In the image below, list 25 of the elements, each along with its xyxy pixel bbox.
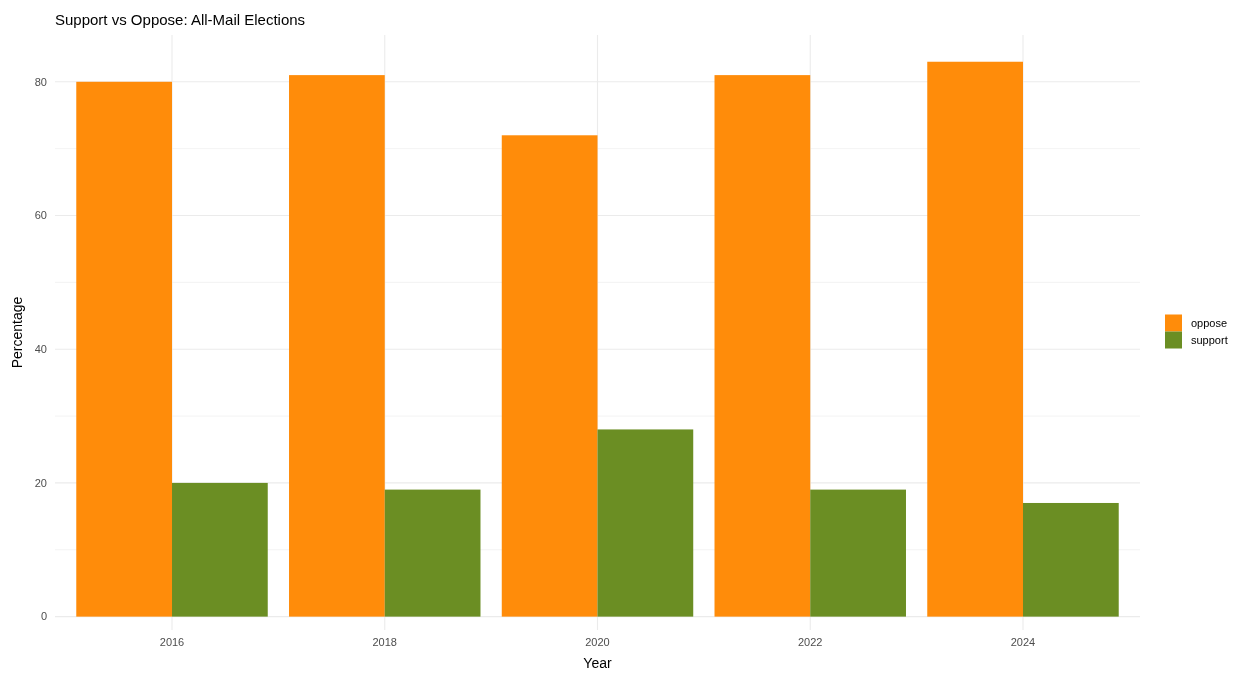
- bar: [501, 135, 598, 617]
- bar: [927, 61, 1023, 617]
- bar: [384, 489, 481, 617]
- chart-title: Support vs Oppose: All-Mail Elections: [55, 11, 306, 28]
- y-axis-title: Percentage: [9, 296, 25, 369]
- bar: [1022, 502, 1119, 617]
- bar: [714, 75, 811, 617]
- y-tick-label: 20: [34, 476, 47, 489]
- x-tick-label: 2024: [1010, 636, 1036, 648]
- x-tick-label: 2020: [585, 636, 610, 648]
- x-tick-label: 2016: [159, 636, 185, 648]
- bar: [810, 489, 906, 617]
- legend-label: support: [1191, 334, 1228, 347]
- y-tick-label: 80: [34, 75, 47, 88]
- bar: [289, 75, 385, 617]
- y-tick-label: 40: [34, 343, 47, 356]
- x-axis-title: Year: [583, 655, 612, 671]
- y-tick-label: 60: [34, 209, 47, 222]
- bar: [76, 81, 173, 617]
- y-tick-label: 0: [40, 610, 47, 623]
- legend-label: oppose: [1191, 317, 1228, 330]
- x-tick-label: 2022: [798, 636, 823, 648]
- x-tick-label: 2018: [372, 636, 397, 648]
- bar: [172, 482, 268, 617]
- bar: [597, 429, 694, 617]
